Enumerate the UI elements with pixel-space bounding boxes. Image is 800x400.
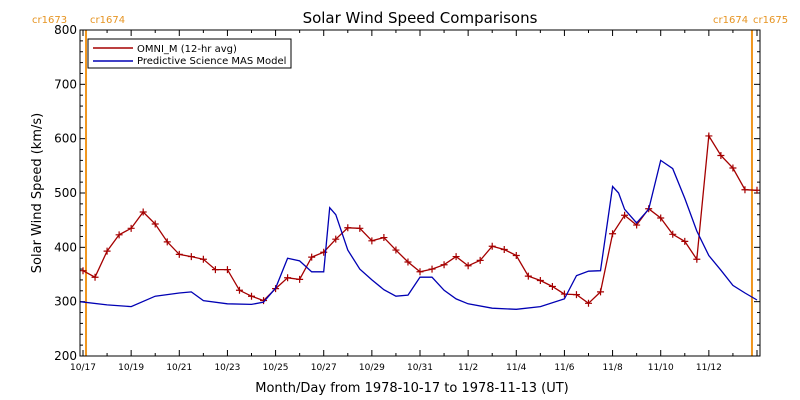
y-tick-label: 200 <box>54 349 77 363</box>
data-point-marker <box>741 186 749 194</box>
data-point-marker <box>356 224 364 232</box>
data-point-marker <box>211 266 219 274</box>
data-point-marker <box>753 186 761 194</box>
data-point-marker <box>115 231 123 239</box>
x-tick-label: 11/12 <box>696 363 722 373</box>
x-tick-label: 10/31 <box>407 363 433 373</box>
data-point-marker <box>657 214 665 222</box>
x-tick-label: 10/27 <box>311 363 337 373</box>
data-point-marker <box>139 208 147 216</box>
data-point-marker <box>151 220 159 228</box>
x-tick-label: 10/17 <box>70 363 96 373</box>
y-tick-label: 700 <box>54 77 77 91</box>
carrington-lines <box>85 30 753 356</box>
y-tick-label: 400 <box>54 240 77 254</box>
data-point-marker <box>729 164 737 172</box>
data-point-marker <box>223 266 231 274</box>
data-point-marker <box>392 246 400 254</box>
data-point-marker <box>488 242 496 250</box>
x-tick-label: 10/29 <box>359 363 385 373</box>
data-point-marker <box>308 253 316 261</box>
data-point-marker <box>681 237 689 245</box>
data-point-marker <box>235 286 243 294</box>
series-line-mas <box>79 159 758 310</box>
legend-label-mas: Predictive Science MAS Model <box>137 56 286 67</box>
plot-frame <box>79 29 761 357</box>
data-point-marker <box>524 272 532 280</box>
data-point-marker <box>669 230 677 238</box>
carrington-right-label-end: cr1675 <box>753 15 788 26</box>
data-point-marker <box>187 253 195 261</box>
data-point-marker <box>260 297 268 305</box>
data-point-marker <box>500 246 508 254</box>
data-point-marker <box>404 258 412 266</box>
data-point-marker <box>248 292 256 300</box>
data-point-marker <box>548 282 556 290</box>
data-point-marker <box>368 237 376 245</box>
data-point-marker <box>332 235 340 243</box>
y-tick-label: 600 <box>54 132 77 146</box>
data-point-marker <box>380 234 388 242</box>
data-point-marker <box>536 276 544 284</box>
data-point-marker <box>344 224 352 232</box>
x-tick-label: 11/10 <box>648 363 674 373</box>
data-point-marker <box>103 247 111 255</box>
data-point-marker <box>175 250 183 258</box>
data-point-marker <box>428 265 436 273</box>
carrington-left-label-end: cr1674 <box>713 15 748 26</box>
data-point-marker <box>199 255 207 263</box>
data-point-marker <box>127 224 135 232</box>
x-tick-label: 10/21 <box>166 363 192 373</box>
data-point-marker <box>572 291 580 299</box>
x-tick-label: 11/2 <box>458 363 478 373</box>
data-point-marker <box>440 261 448 269</box>
y-tick-label: 300 <box>54 295 77 309</box>
data-point-marker <box>296 275 304 283</box>
carrington-left-label-start: cr1673 <box>32 15 67 26</box>
x-tick-label: 11/4 <box>506 363 526 373</box>
data-point-marker <box>693 255 701 263</box>
y-tick-label: 800 <box>54 23 77 37</box>
data-point-marker <box>609 230 617 238</box>
x-tick-label: 11/6 <box>554 363 574 373</box>
carrington-right-label-start: cr1674 <box>90 15 125 26</box>
data-point-marker <box>79 267 87 275</box>
x-axis-ticks: 10/17 10/19 10/21 10/23 10/25 10/27 10/29 10/31… <box>70 30 758 373</box>
series-layer <box>79 132 761 310</box>
legend-box <box>87 38 292 69</box>
x-tick-label: 10/19 <box>118 363 144 373</box>
data-point-marker <box>584 299 592 307</box>
x-tick-label: 10/23 <box>214 363 240 373</box>
data-point-marker <box>512 251 520 259</box>
x-tick-label: 10/25 <box>263 363 289 373</box>
x-axis-label: Month/Day from 1978-10-17 to 1978-11-13 … <box>255 381 568 396</box>
chart-title: Solar Wind Speed Comparisons <box>303 9 538 27</box>
y-axis-ticks: 200 300 400 500 600 700 800 <box>54 23 760 363</box>
data-point-marker <box>717 152 725 160</box>
data-point-marker <box>621 211 629 219</box>
legend: OMNI_M (12-hr avg) Predictive Science MA… <box>87 38 292 69</box>
data-point-marker <box>452 253 460 261</box>
y-tick-label: 500 <box>54 186 77 200</box>
data-point-marker <box>91 273 99 281</box>
data-point-marker <box>284 274 292 282</box>
data-point-marker <box>705 132 713 140</box>
x-tick-label: 11/8 <box>602 363 622 373</box>
data-point-marker <box>163 238 171 246</box>
data-point-marker <box>597 288 605 296</box>
data-point-marker <box>416 268 424 276</box>
data-point-marker <box>464 262 472 270</box>
y-axis-label: Solar Wind Speed (km/s) <box>30 113 45 273</box>
legend-label-omni: OMNI_M (12-hr avg) <box>137 44 237 55</box>
data-point-marker <box>476 256 484 264</box>
